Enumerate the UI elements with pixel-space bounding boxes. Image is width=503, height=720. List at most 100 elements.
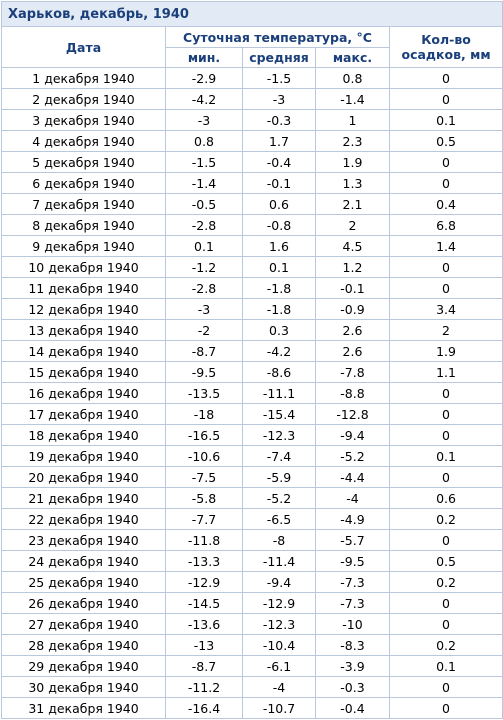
cell-min: -9.5 (165, 361, 243, 383)
cell-precip: 0 (388, 382, 503, 404)
table-row: 24 декабря 1940 -13.3 -11.4 -9.5 0.5 (1, 550, 503, 572)
cell-precip: 0.6 (388, 487, 503, 509)
cell-max: -0.3 (315, 676, 390, 698)
cell-precip: 6.8 (388, 214, 503, 236)
table-row: 5 декабря 1940 -1.5 -0.4 1.9 0 (1, 151, 503, 173)
cell-min: -3 (165, 298, 243, 320)
cell-precip: 0.2 (388, 571, 503, 593)
cell-avg: -1.8 (242, 277, 316, 299)
cell-precip: 0.1 (388, 109, 503, 131)
cell-min: -7.7 (165, 508, 243, 530)
cell-max: -5.2 (315, 445, 390, 467)
cell-max: 2.1 (315, 193, 390, 215)
header-max: макс. (315, 47, 390, 68)
cell-min: -1.2 (165, 256, 243, 278)
table-body: 1 декабря 1940 -2.9 -1.5 0.8 0 2 декабря 1940… (1, 67, 503, 719)
cell-max: 2.6 (315, 340, 390, 362)
cell-date: 28 декабря 1940 (1, 634, 166, 656)
cell-min: 0.8 (165, 130, 243, 152)
cell-min: -2.9 (165, 67, 243, 89)
cell-date: 2 декабря 1940 (1, 88, 166, 110)
table-row: 8 декабря 1940 -2.8 -0.8 2 6.8 (1, 214, 503, 236)
cell-avg: -0.1 (242, 172, 316, 194)
table-row: 20 декабря 1940 -7.5 -5.9 -4.4 0 (1, 466, 503, 488)
cell-max: -7.3 (315, 592, 390, 614)
cell-precip: 0 (388, 697, 503, 719)
cell-max: -0.1 (315, 277, 390, 299)
cell-min: -7.5 (165, 466, 243, 488)
table-row: 9 декабря 1940 0.1 1.6 4.5 1.4 (1, 235, 503, 257)
cell-date: 3 декабря 1940 (1, 109, 166, 131)
cell-min: -11.2 (165, 676, 243, 698)
cell-max: -0.4 (315, 697, 390, 719)
cell-precip: 0 (388, 466, 503, 488)
cell-avg: -3 (242, 88, 316, 110)
cell-date: 24 декабря 1940 (1, 550, 166, 572)
table-row: 15 декабря 1940 -9.5 -8.6 -7.8 1.1 (1, 361, 503, 383)
table-row: 3 декабря 1940 -3 -0.3 1 0.1 (1, 109, 503, 131)
table-row: 11 декабря 1940 -2.8 -1.8 -0.1 0 (1, 277, 503, 299)
cell-date: 14 декабря 1940 (1, 340, 166, 362)
cell-precip: 3.4 (388, 298, 503, 320)
cell-date: 26 декабря 1940 (1, 592, 166, 614)
cell-min: -5.8 (165, 487, 243, 509)
cell-precip: 0.2 (388, 634, 503, 656)
cell-avg: -0.3 (242, 109, 316, 131)
table-row: 30 декабря 1940 -11.2 -4 -0.3 0 (1, 676, 503, 698)
table-row: 27 декабря 1940 -13.6 -12.3 -10 0 (1, 613, 503, 635)
cell-date: 7 декабря 1940 (1, 193, 166, 215)
cell-max: 1.9 (315, 151, 390, 173)
cell-min: -18 (165, 403, 243, 425)
cell-date: 22 декабря 1940 (1, 508, 166, 530)
cell-avg: -6.1 (242, 655, 316, 677)
cell-avg: -0.8 (242, 214, 316, 236)
cell-date: 15 декабря 1940 (1, 361, 166, 383)
cell-min: -1.4 (165, 172, 243, 194)
header-date: Дата (1, 26, 166, 68)
cell-precip: 1.9 (388, 340, 503, 362)
header-temperature: Суточная температура, °С (165, 26, 390, 48)
cell-date: 18 декабря 1940 (1, 424, 166, 446)
table-row: 28 декабря 1940 -13 -10.4 -8.3 0.2 (1, 634, 503, 656)
cell-avg: -5.2 (242, 487, 316, 509)
table-row: 7 декабря 1940 -0.5 0.6 2.1 0.4 (1, 193, 503, 215)
table-row: 29 декабря 1940 -8.7 -6.1 -3.9 0.1 (1, 655, 503, 677)
cell-avg: -12.9 (242, 592, 316, 614)
cell-max: 1 (315, 109, 390, 131)
cell-max: -3.9 (315, 655, 390, 677)
cell-min: -8.7 (165, 340, 243, 362)
cell-date: 11 декабря 1940 (1, 277, 166, 299)
cell-date: 4 декабря 1940 (1, 130, 166, 152)
cell-min: -13.6 (165, 613, 243, 635)
cell-min: -16.4 (165, 697, 243, 719)
table-title: Харьков, декабрь, 1940 (0, 1, 503, 27)
cell-precip: 0.1 (388, 655, 503, 677)
cell-max: -8.8 (315, 382, 390, 404)
cell-max: -9.5 (315, 550, 390, 572)
table-row: 10 декабря 1940 -1.2 0.1 1.2 0 (1, 256, 503, 278)
table-row: 1 декабря 1940 -2.9 -1.5 0.8 0 (1, 67, 503, 89)
cell-avg: -12.3 (242, 424, 316, 446)
cell-avg: -11.4 (242, 550, 316, 572)
cell-avg: -9.4 (242, 571, 316, 593)
cell-date: 21 декабря 1940 (1, 487, 166, 509)
cell-avg: -4.2 (242, 340, 316, 362)
cell-date: 6 декабря 1940 (1, 172, 166, 194)
cell-max: -4 (315, 487, 390, 509)
cell-min: -13.5 (165, 382, 243, 404)
cell-min: -8.7 (165, 655, 243, 677)
cell-max: -7.8 (315, 361, 390, 383)
cell-date: 12 декабря 1940 (1, 298, 166, 320)
header-min: мин. (165, 47, 243, 68)
cell-date: 27 декабря 1940 (1, 613, 166, 635)
cell-precip: 0.5 (388, 550, 503, 572)
cell-date: 10 декабря 1940 (1, 256, 166, 278)
cell-min: -10.6 (165, 445, 243, 467)
cell-min: -2.8 (165, 277, 243, 299)
cell-max: -4.4 (315, 466, 390, 488)
cell-precip: 0 (388, 529, 503, 551)
cell-min: -16.5 (165, 424, 243, 446)
table-row: 19 декабря 1940 -10.6 -7.4 -5.2 0.1 (1, 445, 503, 467)
table-row: 13 декабря 1940 -2 0.3 2.6 2 (1, 319, 503, 341)
